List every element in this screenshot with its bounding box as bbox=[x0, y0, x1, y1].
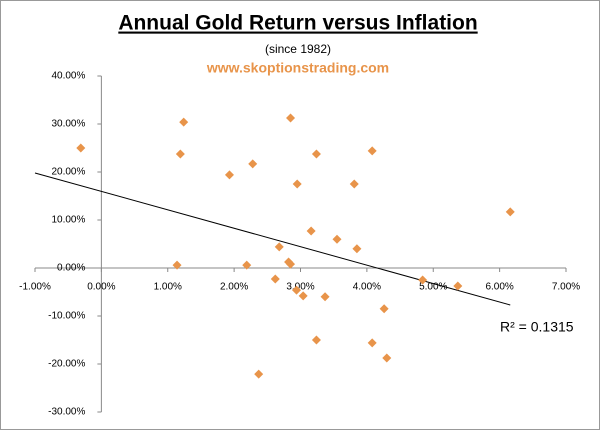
point bbox=[453, 281, 463, 291]
point bbox=[270, 274, 280, 284]
x-tick-label: 5.00% bbox=[419, 282, 447, 293]
x-tick-label: 1.00% bbox=[154, 282, 182, 293]
point bbox=[379, 304, 389, 314]
point bbox=[311, 335, 321, 345]
y-tick-label: 10.00% bbox=[51, 215, 85, 226]
point bbox=[286, 259, 296, 269]
x-tick-label: 2.00% bbox=[220, 282, 248, 293]
point bbox=[505, 207, 515, 217]
point bbox=[76, 143, 86, 153]
trendline bbox=[34, 172, 511, 306]
point bbox=[367, 338, 377, 348]
point bbox=[292, 179, 302, 189]
point bbox=[286, 113, 296, 123]
chart-title: Annual Gold Return versus Inflation bbox=[118, 12, 477, 35]
y-tick-label: -10.00% bbox=[48, 311, 85, 322]
point bbox=[274, 242, 284, 252]
y-tick-label: 0.00% bbox=[57, 263, 85, 274]
y-tick-label: -20.00% bbox=[48, 359, 85, 370]
point bbox=[367, 146, 377, 156]
x-tick-label: 7.00% bbox=[552, 282, 580, 293]
point bbox=[254, 369, 264, 379]
point bbox=[242, 260, 252, 270]
point bbox=[306, 226, 316, 236]
point bbox=[292, 285, 302, 295]
chart-subtitle: (since 1982) bbox=[265, 42, 331, 56]
x-tick-label: 0.00% bbox=[87, 282, 115, 293]
y-tick-label: 20.00% bbox=[51, 167, 85, 178]
point bbox=[320, 292, 330, 302]
point bbox=[224, 170, 234, 180]
x-tick-label: 4.00% bbox=[353, 282, 381, 293]
point bbox=[382, 353, 392, 363]
y-tick-label: 30.00% bbox=[51, 119, 85, 130]
r-squared: R² = 0.1315 bbox=[500, 319, 574, 335]
point bbox=[179, 117, 189, 127]
y-tick-label: -30.00% bbox=[48, 407, 85, 418]
x-tick-label: 3.00% bbox=[286, 282, 314, 293]
point bbox=[332, 234, 342, 244]
y-tick-label: 40.00% bbox=[51, 71, 85, 82]
point bbox=[298, 291, 308, 301]
source-label: www.skoptionstrading.com bbox=[206, 60, 389, 76]
point bbox=[248, 159, 258, 169]
point bbox=[418, 275, 428, 285]
point bbox=[311, 149, 321, 159]
point bbox=[175, 149, 185, 159]
x-tick-label: -1.00% bbox=[19, 282, 51, 293]
x-tick-label: 6.00% bbox=[485, 282, 513, 293]
point bbox=[349, 179, 359, 189]
point bbox=[172, 260, 182, 270]
point bbox=[352, 244, 362, 254]
